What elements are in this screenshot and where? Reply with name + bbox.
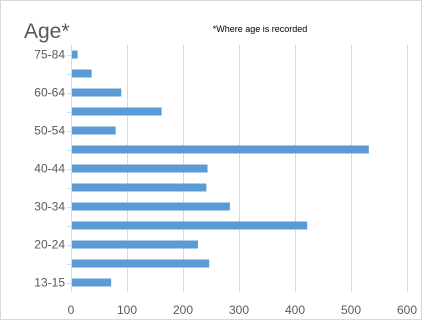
- bar: [72, 259, 210, 268]
- bar: [72, 50, 78, 59]
- x-tick-label: 200: [173, 303, 193, 317]
- x-tick-label: 500: [341, 303, 361, 317]
- y-tick-label: 60-64: [34, 86, 65, 100]
- bar: [72, 240, 198, 249]
- y-tick-label: 13-15: [34, 276, 65, 290]
- bar: [72, 88, 122, 97]
- bar: [72, 164, 208, 173]
- bar: [72, 69, 92, 78]
- x-tick-label: 100: [117, 303, 137, 317]
- y-tick-label: 75-84: [34, 48, 65, 62]
- y-tick-label: 40-44: [34, 162, 65, 176]
- chart-subtitle: *Where age is recorded: [213, 24, 308, 34]
- bar: [72, 202, 230, 211]
- y-tick-label: 20-24: [34, 238, 65, 252]
- x-tick-label: 0: [68, 303, 75, 317]
- bar: [72, 221, 308, 230]
- chart-title: Age*: [24, 20, 70, 43]
- bar: [72, 145, 369, 154]
- bar: [72, 126, 116, 135]
- y-tick-label: 30-34: [34, 200, 65, 214]
- y-tick-label: 50-54: [34, 124, 65, 138]
- bar: [72, 183, 207, 192]
- x-tick-label: 400: [285, 303, 305, 317]
- bar: [72, 107, 162, 116]
- bar: [72, 278, 112, 287]
- x-tick-label: 300: [229, 303, 249, 317]
- x-tick-label: 600: [397, 303, 417, 317]
